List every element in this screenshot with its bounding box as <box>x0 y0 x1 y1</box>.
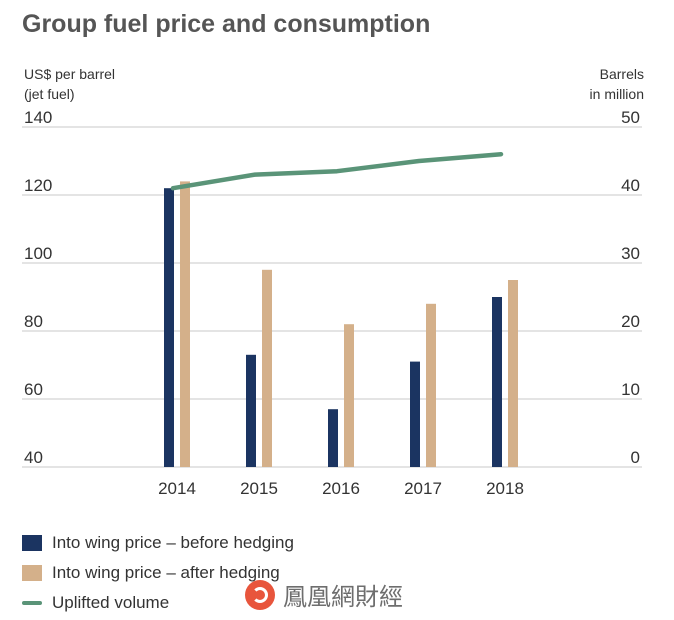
bar-after-hedging <box>344 324 354 467</box>
watermark: 鳳凰網財經 <box>245 577 403 612</box>
left-axis-label-line-2: (jet fuel) <box>24 86 75 102</box>
legend-swatch-uplifted-volume <box>22 601 42 605</box>
right-axis-label-line-1: Barrels <box>599 66 644 82</box>
bar-after-hedging <box>508 280 518 467</box>
right-tick-label: 20 <box>621 312 640 331</box>
legend-label-after-hedging: Into wing price – after hedging <box>52 563 280 582</box>
bar-before-hedging <box>410 361 420 467</box>
x-tick-label: 2017 <box>404 479 442 498</box>
left-tick-label: 40 <box>24 448 43 467</box>
bar-before-hedging <box>246 354 256 467</box>
bar-before-hedging <box>164 188 174 467</box>
right-tick-label: 40 <box>621 176 640 195</box>
bar-before-hedging <box>492 297 502 467</box>
legend-item-after-hedging: Into wing price – after hedging <box>22 558 294 588</box>
bar-before-hedging <box>328 409 338 467</box>
watermark-logo-icon <box>245 579 275 610</box>
legend-swatch-after-hedging <box>22 565 42 581</box>
chart-title: Group fuel price and consumption <box>22 10 431 38</box>
legend-label-before-hedging: Into wing price – before hedging <box>52 533 294 552</box>
watermark-text: 鳳凰網財經 <box>283 583 403 611</box>
right-axis-label: Barrels in million <box>590 64 644 104</box>
legend-label-uplifted-volume: Uplifted volume <box>52 593 170 612</box>
right-axis-label-line-2: in million <box>589 86 644 102</box>
right-tick-label: 30 <box>621 244 640 263</box>
legend-item-before-hedging: Into wing price – before hedging <box>22 528 294 558</box>
left-tick-label: 60 <box>24 380 43 399</box>
left-tick-label: 100 <box>24 244 52 263</box>
left-tick-label: 120 <box>24 176 52 195</box>
left-tick-label: 140 <box>24 108 52 127</box>
bar-after-hedging <box>180 181 190 467</box>
x-tick-label: 2014 <box>158 479 196 498</box>
uplifted-volume-line <box>170 151 504 191</box>
x-tick-label: 2018 <box>486 479 524 498</box>
x-tick-label: 2016 <box>322 479 360 498</box>
right-tick-label: 0 <box>631 448 640 467</box>
right-tick-label: 10 <box>621 380 640 399</box>
bar-after-hedging <box>426 303 436 467</box>
legend: Into wing price – before hedging Into wi… <box>22 528 294 618</box>
left-axis-label-line-1: US$ per barrel <box>24 66 116 82</box>
fuel-chart: 40 60 80 100 120 140 0 10 20 30 40 50 2014 2015 2016 20… <box>22 108 642 498</box>
left-axis-label: US$ per barrel (jet fuel) <box>24 64 115 104</box>
x-tick-label: 2015 <box>240 479 278 498</box>
legend-swatch-before-hedging <box>22 535 42 551</box>
right-tick-label: 50 <box>621 108 640 127</box>
legend-item-uplifted-volume: Uplifted volume <box>22 588 294 618</box>
left-tick-label: 80 <box>24 312 43 331</box>
bar-after-hedging <box>262 269 272 467</box>
